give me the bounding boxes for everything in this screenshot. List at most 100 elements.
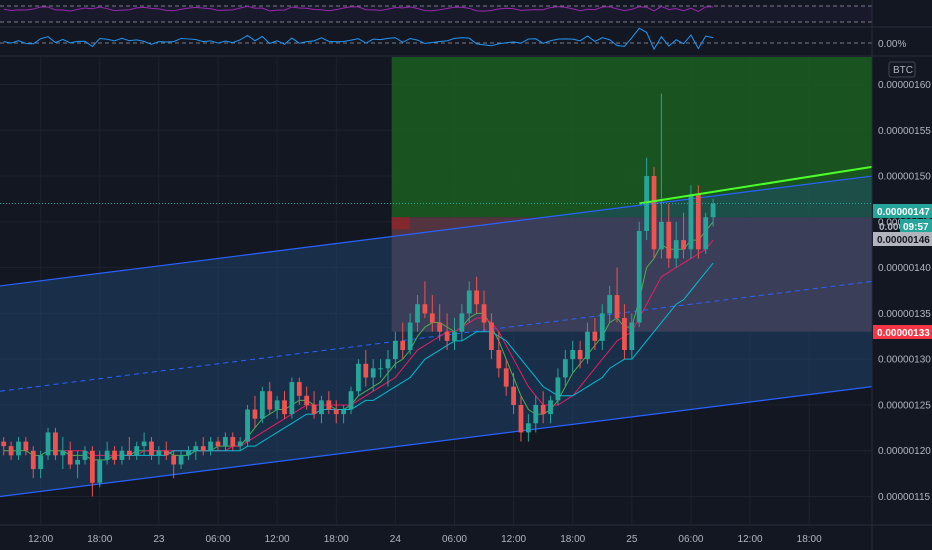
candle-body xyxy=(585,331,590,360)
candle-body xyxy=(1,441,7,447)
candle-body xyxy=(215,441,221,447)
entry-price-tag: 0.00000146 xyxy=(873,232,932,246)
candle xyxy=(429,295,435,332)
time-axis-tick-label: 06:00 xyxy=(205,534,230,545)
candle-body xyxy=(267,391,273,410)
candle xyxy=(16,437,21,460)
candle-body xyxy=(333,409,339,415)
candle-body xyxy=(38,455,44,470)
price-axis-tick-label: 0.00000120 xyxy=(878,446,931,457)
trend-line-segment xyxy=(639,165,873,205)
candle xyxy=(658,93,664,259)
candle xyxy=(681,212,686,259)
candle-body xyxy=(370,368,376,378)
symbol-badge-box xyxy=(888,61,916,78)
trend-line[interactable] xyxy=(639,165,873,205)
candle-body xyxy=(422,304,428,314)
candle-body xyxy=(570,350,576,360)
candle xyxy=(666,203,672,268)
candle-body xyxy=(437,322,443,332)
candle-body xyxy=(30,450,36,470)
candle xyxy=(8,441,14,460)
stop-price-tag-label: 0.00000133 xyxy=(877,328,930,339)
candle xyxy=(481,290,487,332)
candle-body xyxy=(289,382,295,415)
time-axis-tick-label: 12:00 xyxy=(28,534,53,545)
candle-body xyxy=(363,363,369,378)
candle xyxy=(289,377,295,419)
candle-body xyxy=(577,350,583,360)
symbol-badge[interactable]: BTC xyxy=(888,61,916,78)
candle-body xyxy=(252,409,258,419)
time-axis-tick-label: 12:00 xyxy=(501,534,526,545)
candle-body xyxy=(459,313,465,332)
candle xyxy=(651,166,657,259)
current-price-tag-bg xyxy=(873,204,932,218)
oscillator-pane[interactable]: 0.00% xyxy=(0,27,906,51)
candle xyxy=(75,450,80,479)
candle xyxy=(585,322,590,364)
candle-body xyxy=(496,350,502,369)
candle-body xyxy=(259,391,265,419)
rsi-pane[interactable] xyxy=(0,5,872,23)
rsi-line xyxy=(3,5,714,13)
candle-body xyxy=(452,331,457,341)
candle-body xyxy=(651,176,657,250)
candle-body xyxy=(193,446,199,451)
candle xyxy=(474,276,480,314)
long-position-tool[interactable] xyxy=(391,57,872,332)
candle xyxy=(97,450,103,488)
candle xyxy=(607,285,613,323)
price-pane[interactable] xyxy=(0,57,873,524)
candle xyxy=(363,350,369,387)
price-axis-tick-label: 0.00000130 xyxy=(878,355,931,366)
candle xyxy=(319,395,324,424)
price-axis-tick-label: 0.00000135 xyxy=(878,309,931,320)
candle-body xyxy=(326,400,332,410)
candle-body xyxy=(45,432,51,456)
candle xyxy=(444,313,450,351)
candle-body xyxy=(533,404,539,424)
candle xyxy=(525,414,531,442)
candle-body xyxy=(511,386,516,405)
time-axis-tick-label: 12:00 xyxy=(265,534,290,545)
candle xyxy=(378,359,383,378)
candle xyxy=(548,395,553,424)
candle-body xyxy=(282,400,287,415)
candle-body xyxy=(304,395,310,405)
candle xyxy=(60,437,66,470)
candle xyxy=(134,441,140,460)
candle-body xyxy=(53,432,58,456)
candle-body xyxy=(681,240,686,250)
oscillator-pct-label: 0.00% xyxy=(878,39,906,50)
candle xyxy=(156,446,162,465)
candle xyxy=(89,446,95,497)
time-axis-tick-label: 24 xyxy=(390,534,402,545)
candle xyxy=(437,304,443,341)
candle xyxy=(496,331,502,378)
candle-body xyxy=(607,295,613,314)
partial-hidden-tag-label: 0.000 xyxy=(879,222,904,233)
candle xyxy=(622,304,627,360)
candle xyxy=(126,437,132,460)
candle xyxy=(267,382,273,415)
candle xyxy=(636,221,642,328)
candle xyxy=(45,427,51,460)
candle-body xyxy=(67,450,73,465)
price-tags: 0.000 0.00000147 09:57 0.00000146 0.0000… xyxy=(873,204,932,339)
time-axis-tick-label: 06:00 xyxy=(678,534,703,545)
channel-median-line xyxy=(0,280,873,392)
candle-body xyxy=(75,459,80,465)
candle-body xyxy=(319,400,324,415)
time-axis[interactable]: 12:00 18:00 23 06:00 12:00 18:00 24 06:00 12:00 1… xyxy=(28,534,822,545)
candle-body xyxy=(274,400,280,410)
candle-body xyxy=(385,359,391,369)
time-axis-tick-label: 12:00 xyxy=(738,534,763,545)
channel-upper-line xyxy=(0,175,873,287)
candle-body xyxy=(222,437,228,447)
candle-body xyxy=(562,359,568,378)
candle xyxy=(252,395,258,428)
candle xyxy=(348,386,354,415)
candle-body xyxy=(400,340,406,351)
